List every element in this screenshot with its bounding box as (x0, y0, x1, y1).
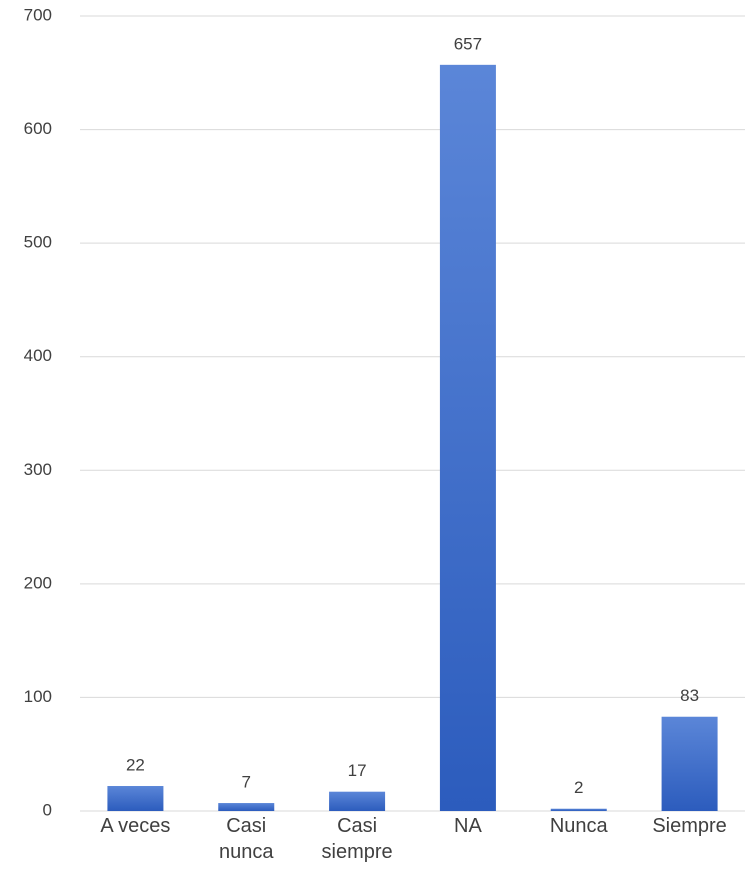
x-tick-label: Siempre (652, 815, 727, 837)
value-label: 83 (680, 686, 699, 705)
x-tick-label: NA (454, 815, 482, 837)
y-tick-label: 500 (24, 233, 52, 252)
x-tick-label: Casi nunca (219, 815, 274, 863)
y-tick-label: 300 (24, 460, 52, 479)
bar (661, 716, 718, 811)
bar (107, 786, 164, 811)
bar (439, 64, 496, 812)
y-tick-label: 700 (24, 5, 52, 24)
y-tick-label: 600 (24, 119, 52, 138)
bar (550, 808, 607, 811)
x-tick-label: Casi siempre (321, 815, 393, 863)
y-tick-label: 400 (24, 346, 52, 365)
y-tick-label: 200 (24, 573, 52, 592)
value-label: 7 (242, 773, 251, 792)
value-label: 22 (126, 755, 145, 774)
value-label: 2 (574, 778, 583, 797)
value-label: 17 (348, 761, 367, 780)
y-tick-label: 100 (24, 687, 52, 706)
bar (218, 803, 275, 811)
bar (329, 791, 386, 811)
x-tick-label: A veces (100, 815, 171, 837)
x-tick-label: Nunca (549, 815, 608, 837)
value-label: 657 (454, 34, 482, 53)
y-tick-label: 0 (43, 800, 52, 819)
